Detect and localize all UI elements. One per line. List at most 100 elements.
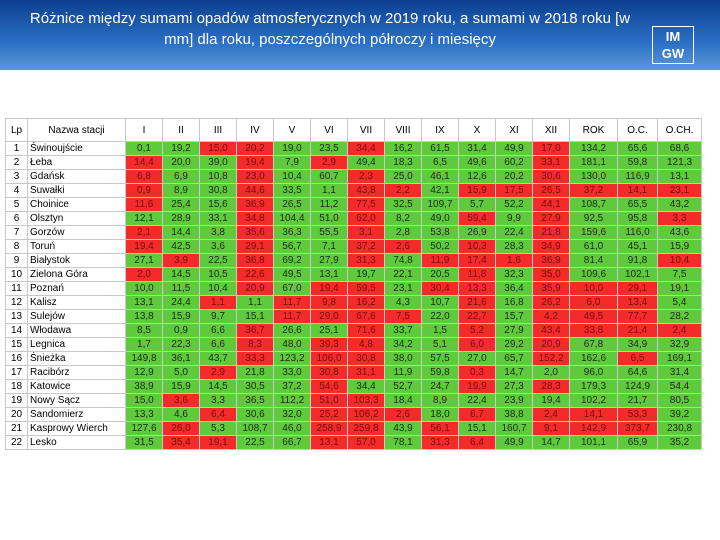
value-cell: 2,1 [125, 225, 163, 240]
table-row: 10 Zielona Góra 2,0 14,5 10,5 22,6 49,5 13,1 19,… [5, 267, 702, 282]
column-header: VIII [384, 118, 422, 142]
value-cell: 112,2 [273, 393, 311, 408]
value-cell: 8,5 [125, 323, 163, 338]
value-cell: 38,8 [495, 407, 533, 422]
station-name: Gdańsk [27, 169, 126, 184]
value-cell: 49,5 [569, 309, 618, 324]
column-header: I [125, 118, 163, 142]
value-cell: 68,6 [657, 141, 702, 156]
value-cell: 39,2 [657, 407, 702, 422]
value-cell: 26,6 [273, 323, 311, 338]
value-cell: 13,4 [617, 295, 658, 310]
value-cell: 181,1 [569, 155, 618, 170]
column-header: ROK [569, 118, 618, 142]
value-cell: 108,7 [236, 421, 274, 436]
value-cell: 19,7 [347, 267, 385, 282]
value-cell: 39,0 [199, 155, 237, 170]
value-cell: 91,8 [617, 253, 658, 268]
value-cell: 29,1 [236, 239, 274, 254]
table-row: 15 Legnica 1,7 22,3 6,6 8,3 48,0 39,3 4,8 34,2 5,1… [5, 337, 702, 352]
value-cell: 36,5 [236, 393, 274, 408]
value-cell: 106,2 [347, 407, 385, 422]
station-name: Toruń [27, 239, 126, 254]
value-cell: 37,2 [273, 379, 311, 394]
value-cell: 6,0 [458, 337, 496, 352]
value-cell: 35,9 [532, 281, 570, 296]
value-cell: 43,6 [657, 225, 702, 240]
value-cell: 20,0 [162, 155, 200, 170]
value-cell: 74,8 [384, 253, 422, 268]
value-cell: 71,6 [347, 323, 385, 338]
value-cell: 2,0 [532, 365, 570, 380]
value-cell: 67,8 [569, 337, 618, 352]
column-header: IX [421, 118, 459, 142]
row-number: 18 [5, 379, 28, 394]
value-cell: 30,4 [421, 281, 459, 296]
table-row: 5 Choinice 11,6 25,4 15,6 36,9 26,5 11,2 77,5 32,… [5, 197, 702, 212]
value-cell: 7,5 [657, 267, 702, 282]
value-cell: 11,7 [273, 295, 311, 310]
station-name: Kalisz [27, 295, 126, 310]
value-cell: 25,1 [310, 323, 348, 338]
value-cell: 373,7 [617, 421, 658, 436]
value-cell: 3,3 [199, 393, 237, 408]
value-cell: 12,9 [125, 365, 163, 380]
value-cell: 28,3 [495, 239, 533, 254]
value-cell: 6,6 [199, 337, 237, 352]
value-cell: 109,7 [421, 197, 459, 212]
value-cell: 3,9 [162, 253, 200, 268]
row-number: 8 [5, 239, 28, 254]
value-cell: 13,1 [657, 169, 702, 184]
value-cell: 29,2 [495, 337, 533, 352]
value-cell: 11,7 [273, 309, 311, 324]
value-cell: 10,4 [199, 281, 237, 296]
value-cell: 65,7 [495, 351, 533, 366]
value-cell: 34,4 [347, 379, 385, 394]
table-row: 7 Gorzów 2,1 14,4 3,8 35,6 36,3 55,5 3,1 2,8 53,8 2… [5, 225, 702, 240]
value-cell: 36,9 [236, 197, 274, 212]
value-cell: 43,7 [199, 351, 237, 366]
value-cell: 43,8 [347, 183, 385, 198]
station-name: Białystok [27, 253, 126, 268]
value-cell: 31,5 [125, 435, 163, 450]
value-cell: 27,1 [125, 253, 163, 268]
value-cell: 29,0 [310, 309, 348, 324]
value-cell: 37,2 [569, 183, 618, 198]
value-cell: 21,8 [532, 225, 570, 240]
value-cell: 2,4 [657, 323, 702, 338]
logo: IM GW [652, 26, 694, 64]
table-row: 4 Suwałki 0,9 8,9 30,8 44,6 33,5 1,1 43,8 2,2 42,1… [5, 183, 702, 198]
value-cell: 27,3 [495, 379, 533, 394]
value-cell: 123,2 [273, 351, 311, 366]
value-cell: 57,0 [347, 435, 385, 450]
column-header: V [273, 118, 311, 142]
value-cell: 78,1 [384, 435, 422, 450]
value-cell: 15,7 [495, 309, 533, 324]
row-number: 9 [5, 253, 28, 268]
value-cell: 49,6 [458, 155, 496, 170]
table-row: 2 Łeba 14,4 20,0 39,0 19,4 7,9 2,9 49,4 18,3 6,5 49… [5, 155, 702, 170]
value-cell: 8,3 [236, 337, 274, 352]
value-cell: 60,2 [495, 155, 533, 170]
value-cell: 11,9 [384, 365, 422, 380]
value-cell: 61,5 [421, 141, 459, 156]
value-cell: 43,4 [532, 323, 570, 338]
value-cell: 13,1 [310, 435, 348, 450]
value-cell: 23,1 [657, 183, 702, 198]
value-cell: 13,3 [458, 281, 496, 296]
value-cell: 26,0 [162, 421, 200, 436]
value-cell: 32,9 [657, 337, 702, 352]
station-name: Włodawa [27, 323, 126, 338]
value-cell: 24,4 [162, 295, 200, 310]
value-cell: 21,6 [458, 295, 496, 310]
value-cell: 108,7 [569, 197, 618, 212]
value-cell: 7,1 [310, 239, 348, 254]
value-cell: 36,3 [273, 225, 311, 240]
row-number: 6 [5, 211, 28, 226]
table-row: 14 Włodawa 8,5 0,9 6,6 36,7 26,6 25,1 71,6 33,7 1,… [5, 323, 702, 338]
station-name: Śnieżka [27, 351, 126, 366]
value-cell: 48,0 [273, 337, 311, 352]
value-cell: 3,6 [162, 393, 200, 408]
value-cell: 2,0 [125, 267, 163, 282]
